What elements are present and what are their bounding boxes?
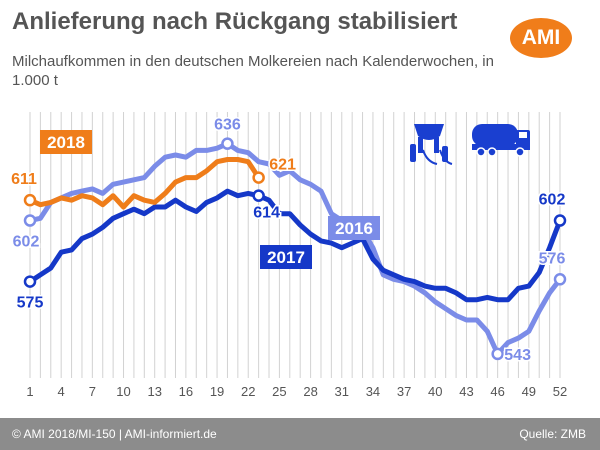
series-line-2016 [27, 141, 563, 357]
chart-title: Anlieferung nach Rückgang stabilisiert [12, 8, 458, 35]
x-tick-label: 25 [272, 384, 286, 399]
x-tick-label: 49 [522, 384, 536, 399]
tanker-truck-icon [472, 124, 530, 157]
data-label: 636 [214, 117, 241, 134]
x-tick-label: 1 [26, 384, 33, 399]
x-tick-label: 7 [89, 384, 96, 399]
data-label: 621 [269, 157, 296, 174]
series-lines [27, 141, 563, 357]
x-tick-label: 31 [335, 384, 349, 399]
x-tick-label: 22 [241, 384, 255, 399]
chart-subtitle: Milchaufkommen in den deutschen Molkerei… [12, 53, 494, 89]
series-label-box [40, 130, 92, 154]
grid-lines [29, 112, 561, 378]
point-marker [23, 275, 37, 288]
series-line-2017 [27, 188, 563, 303]
point-marker [23, 214, 37, 227]
series-label-2016: 2016 [328, 216, 380, 240]
x-tick-label: 28 [303, 384, 317, 399]
point-marker [252, 189, 265, 202]
series-name-labels: 2016 2017 2018 [40, 130, 380, 269]
data-label: 576 [539, 250, 566, 267]
x-tick-label: 19 [210, 384, 224, 399]
x-tick-label: 52 [553, 384, 567, 399]
data-label: 614 [253, 205, 280, 222]
x-tick-label: 40 [428, 384, 442, 399]
x-tick-label: 13 [147, 384, 161, 399]
x-tick-label: 43 [459, 384, 473, 399]
point-marker [252, 171, 265, 184]
line-chart: 602 636 543 576 575 614 602 611 621 2016 2017 2018… [10, 112, 567, 399]
series-label-2018: 2018 [40, 130, 92, 154]
x-tick-label: 37 [397, 384, 411, 399]
logo-text: AMI [521, 26, 561, 49]
series-line-2018 [27, 157, 262, 210]
x-tick-label: 10 [116, 384, 130, 399]
series-label-2017: 2017 [260, 245, 312, 269]
series-label-box [328, 216, 380, 240]
series-markers [23, 137, 567, 361]
point-marker [553, 273, 567, 286]
data-label: 575 [17, 295, 44, 312]
milking-machine-icon [410, 124, 453, 165]
decorative-icons [410, 124, 530, 165]
point-marker [491, 347, 504, 361]
ami-logo: AMI [510, 18, 572, 58]
point-marker [553, 214, 567, 227]
data-label: 602 [13, 234, 40, 251]
series-label-text: 2016 [335, 219, 373, 238]
series-label-box [260, 245, 312, 269]
data-label: 602 [539, 192, 566, 209]
point-marker [221, 137, 234, 150]
x-axis-ticks: 1 4 7 10 13 16 19 22 25 28 31 34 37 40 43 46 49 52 [26, 384, 567, 399]
series-label-text: 2017 [267, 248, 305, 267]
footer-bar: © AMI 2018/MI-150 | AMI-informiert.de Qu… [0, 418, 600, 450]
x-tick-label: 46 [490, 384, 504, 399]
footer-source: Quelle: ZMB [519, 427, 586, 441]
data-labels: 602 636 543 576 575 614 602 611 621 [10, 115, 567, 365]
footer-copyright: © AMI 2018/MI-150 | AMI-informiert.de [12, 427, 217, 441]
x-tick-label: 16 [179, 384, 193, 399]
data-label: 611 [11, 171, 37, 188]
x-tick-label: 34 [366, 384, 380, 399]
x-tick-label: 4 [58, 384, 65, 399]
series-label-text: 2018 [47, 133, 85, 152]
data-label: 543 [504, 347, 531, 364]
point-marker [23, 193, 37, 207]
